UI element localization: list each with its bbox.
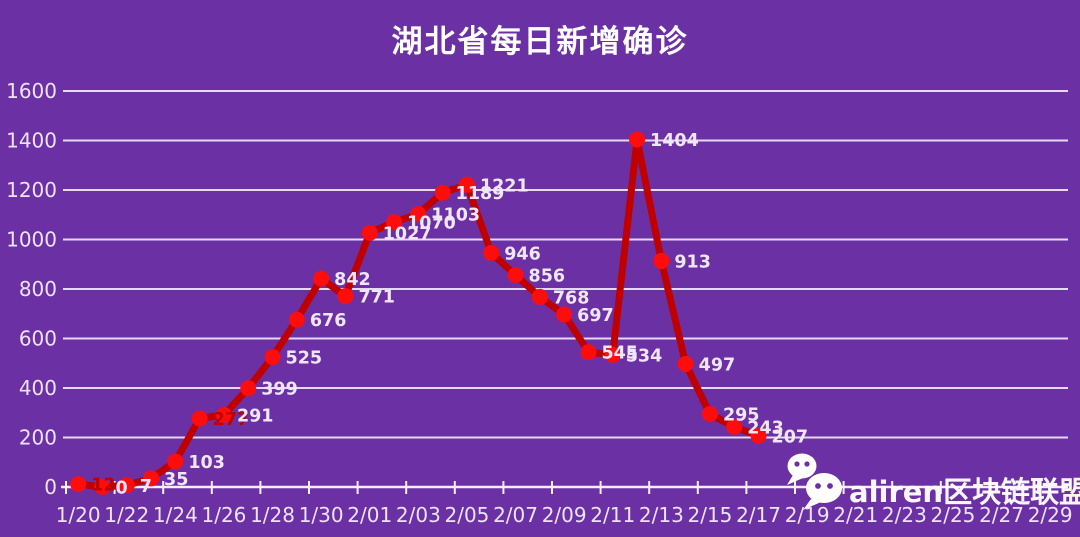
y-tick-label: 1600 <box>6 79 57 103</box>
x-tick-label: 2/01 <box>347 503 392 527</box>
x-tick-label: 2/09 <box>542 503 587 527</box>
x-tick-label: 2/15 <box>687 503 732 527</box>
y-tick-label: 0 <box>44 475 57 499</box>
data-label: 676 <box>310 311 347 331</box>
x-tick-label: 1/24 <box>153 503 198 527</box>
series-line <box>74 136 763 491</box>
data-label: 35 <box>164 470 188 490</box>
data-point <box>750 427 767 444</box>
x-tick-label: 2/13 <box>639 503 684 527</box>
data-point <box>604 346 621 363</box>
x-tick-label: 1/22 <box>104 503 149 527</box>
data-label: 534 <box>626 346 663 366</box>
data-label: 7 <box>140 477 152 497</box>
data-point <box>118 477 135 494</box>
x-tick-label: 2/27 <box>979 503 1024 527</box>
data-label: 207 <box>772 427 809 447</box>
data-point <box>191 410 208 427</box>
x-tick-label: 2/23 <box>882 503 927 527</box>
y-tick-label: 1400 <box>6 129 57 153</box>
chart-title: 湖北省每日新增确诊 <box>391 24 689 60</box>
x-tick-label: 1/28 <box>250 503 295 527</box>
data-label: 103 <box>188 453 225 473</box>
x-tick-label: 2/05 <box>444 503 489 527</box>
data-point <box>629 131 646 148</box>
data-label: 1103 <box>431 206 480 226</box>
data-label: 399 <box>261 380 298 400</box>
data-label: 1189 <box>456 184 505 204</box>
data-point <box>313 270 330 287</box>
data-label: 0 <box>115 479 127 499</box>
data-point <box>726 418 743 435</box>
data-label: 525 <box>286 349 323 369</box>
data-point <box>337 288 354 305</box>
data-label: 842 <box>334 270 371 290</box>
data-label: 913 <box>674 253 711 273</box>
data-label: 12 <box>91 476 115 496</box>
data-label: 1070 <box>407 214 456 234</box>
data-point <box>531 288 548 305</box>
data-point <box>507 267 524 284</box>
data-point <box>167 453 184 470</box>
x-tick-label: 2/03 <box>396 503 441 527</box>
x-tick-label: 1/26 <box>201 503 246 527</box>
data-label: 295 <box>723 405 760 425</box>
data-point <box>143 470 160 487</box>
data-label: 768 <box>553 288 590 308</box>
x-tick-label: 1/20 <box>56 503 101 527</box>
data-label: 1027 <box>383 224 432 244</box>
data-point <box>94 479 111 495</box>
data-label: 697 <box>577 306 614 326</box>
data-label: 1404 <box>650 131 699 151</box>
data-label: 545 <box>601 344 638 364</box>
x-tick-label: 2/25 <box>930 503 975 527</box>
data-point <box>361 224 378 241</box>
y-tick-label: 200 <box>19 426 57 450</box>
y-tick-label: 1200 <box>6 178 57 202</box>
data-point <box>483 244 500 261</box>
x-tick-label: 2/29 <box>1028 503 1073 527</box>
y-tick-label: 800 <box>19 277 57 301</box>
y-tick-label: 1000 <box>6 228 57 252</box>
data-point <box>386 214 403 231</box>
data-point <box>70 476 87 493</box>
x-tick-label: 2/07 <box>493 503 538 527</box>
watermark-text: aliren区块链联盟 <box>849 475 1080 509</box>
data-label: 291 <box>237 406 274 426</box>
data-point <box>458 176 475 193</box>
x-tick-label: 2/17 <box>736 503 781 527</box>
data-point <box>215 406 232 423</box>
data-label: 946 <box>504 244 541 264</box>
data-point <box>288 311 305 328</box>
data-point <box>677 355 694 372</box>
data-point <box>556 306 573 323</box>
data-point <box>653 253 670 270</box>
y-tick-label: 400 <box>19 376 57 400</box>
data-label: 771 <box>358 288 395 308</box>
data-label: 856 <box>529 267 566 287</box>
data-point <box>434 184 451 201</box>
data-label: 497 <box>699 355 736 375</box>
x-tick-label: 2/21 <box>833 503 878 527</box>
x-tick-label: 2/11 <box>590 503 635 527</box>
watermark: aliren区块链联盟 <box>779 449 1080 511</box>
x-tick-label: 1/30 <box>299 503 344 527</box>
data-point <box>580 344 597 361</box>
data-label: 1221 <box>480 176 529 196</box>
data-label: 243 <box>747 418 784 438</box>
data-label: 277 <box>213 410 250 430</box>
data-point <box>701 405 718 422</box>
y-tick-label: 600 <box>19 327 57 351</box>
data-point <box>240 380 257 397</box>
data-point <box>264 349 281 366</box>
data-point <box>410 206 427 223</box>
wechat-icon <box>787 453 842 510</box>
